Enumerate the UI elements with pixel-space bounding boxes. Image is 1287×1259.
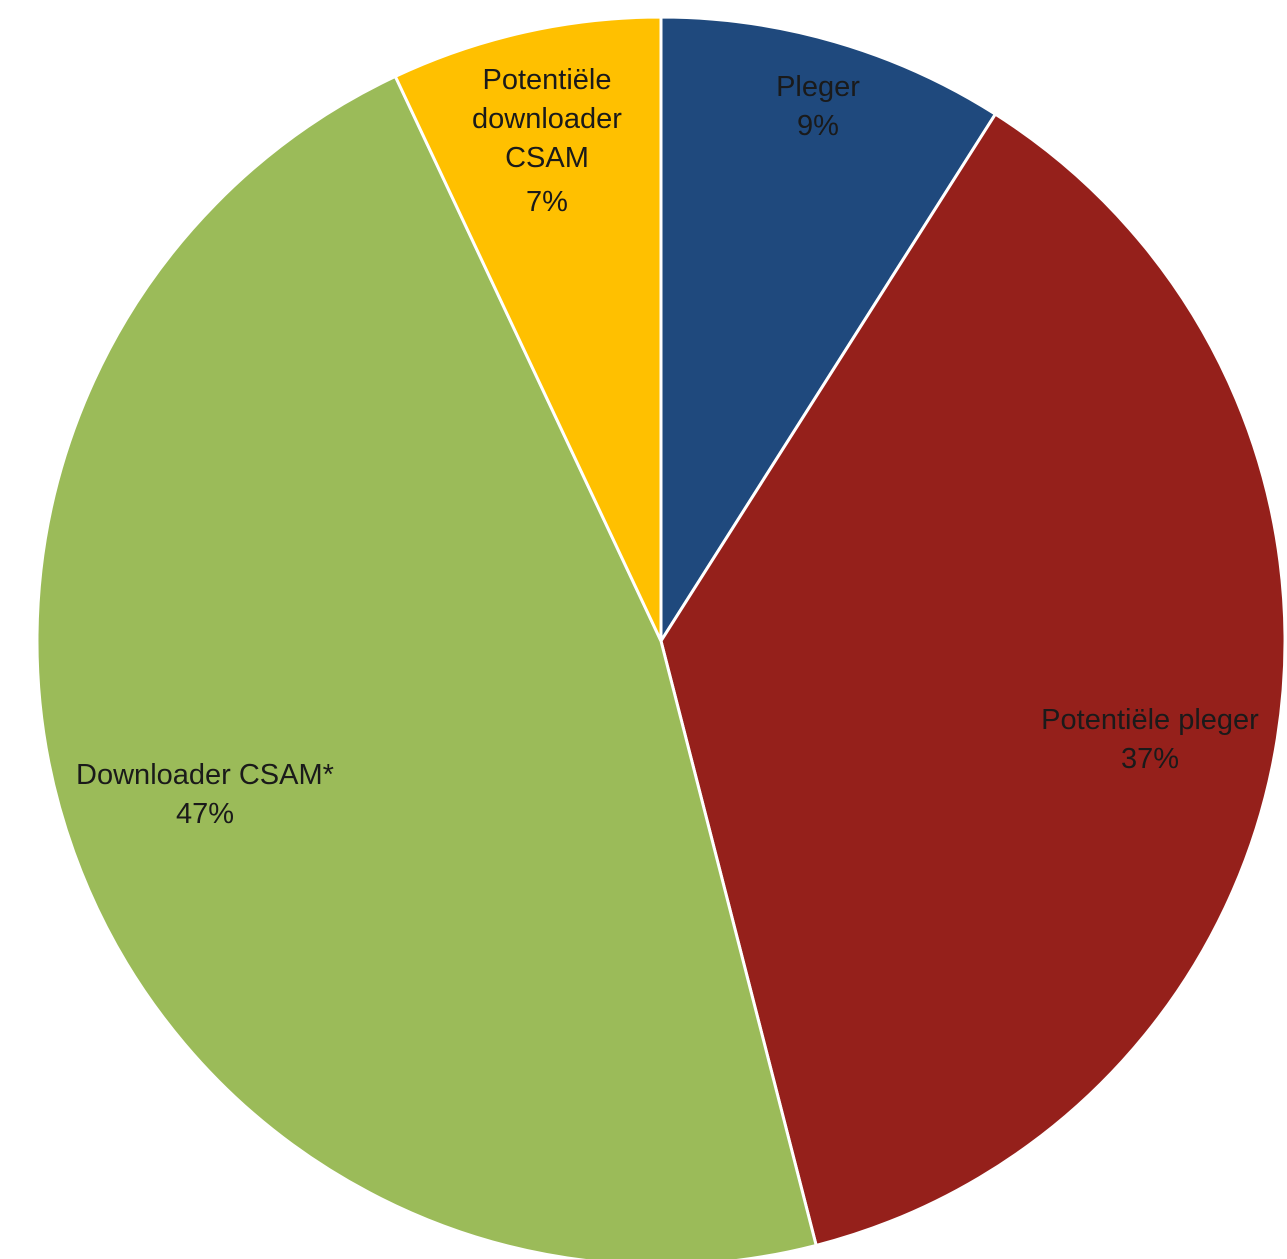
pie-slice-potentiele-pleger (659, 112, 1287, 1248)
pie-label-name-line: Downloader CSAM* (76, 759, 334, 791)
pie-label-percent: 9% (797, 110, 839, 142)
pie-label-name-line: CSAM (505, 142, 589, 174)
pie-label-name-line: Potentiële pleger (1041, 704, 1259, 736)
pie-slice-downloader-csam (35, 74, 819, 1259)
pie-label-pleger: Pleger 9% (776, 71, 860, 142)
pie-label-name-line: downloader (472, 103, 622, 135)
pie-labels: Pleger 9% Potentiële pleger 37% Downloader C… (76, 64, 1259, 830)
pie-label-potentiele-downloader-csam: Potentiële downloader CSAM 7% (472, 64, 622, 218)
pie-label-potentiele-pleger: Potentiële pleger 37% (1041, 704, 1259, 775)
pie-label-percent: 7% (526, 186, 568, 218)
pie-label-percent: 37% (1121, 743, 1179, 775)
pie-slice-pleger (659, 15, 998, 647)
pie-label-percent: 47% (176, 798, 234, 830)
pie-label-downloader-csam: Downloader CSAM* 47% (76, 759, 334, 830)
pie-slices (35, 15, 1287, 1259)
pie-slice-potentiele-downloader-csam (393, 15, 663, 642)
pie-label-name-line: Potentiële (483, 64, 612, 96)
pie-label-name-line: Pleger (776, 71, 860, 103)
